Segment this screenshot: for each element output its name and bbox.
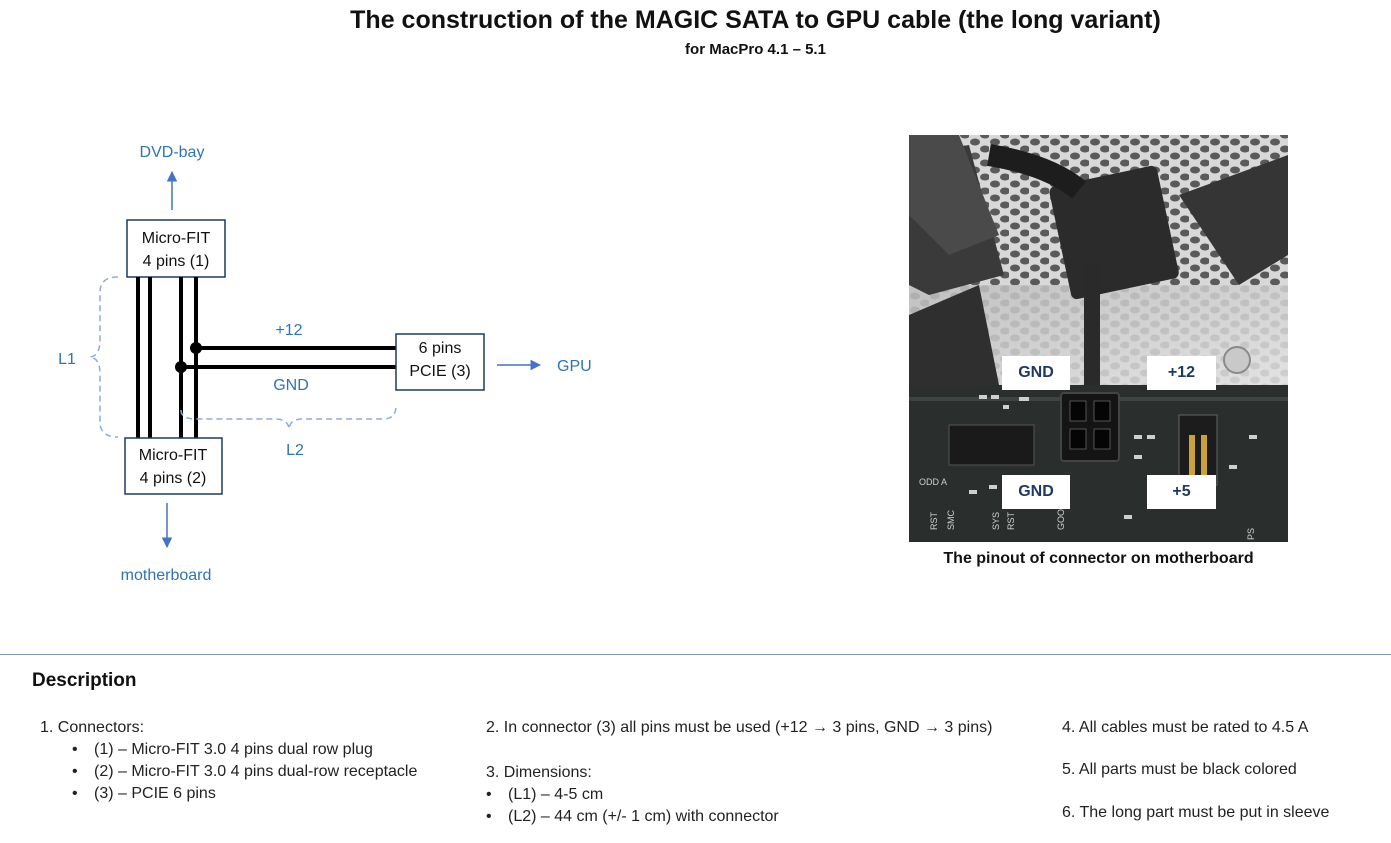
silk-rst-2: RST bbox=[1006, 511, 1016, 530]
l2-label: L2 bbox=[286, 442, 304, 459]
silk-odd-a: ODD A bbox=[919, 477, 947, 487]
silk-ps: PS bbox=[1246, 528, 1256, 540]
motherboard-label: motherboard bbox=[121, 567, 212, 584]
description-heading: Description bbox=[32, 670, 137, 691]
section-divider bbox=[0, 654, 1391, 655]
connector-1-line1: Micro-FIT bbox=[142, 230, 211, 247]
cable-diagram: DVD-bay Micro-FIT 4 pins (1) +12 GND 6 p… bbox=[58, 144, 592, 584]
connector-2-box bbox=[124, 437, 223, 495]
list-item: • (1) – Micro-FIT 3.0 4 pins dual row plu… bbox=[72, 741, 373, 758]
connector-1-line2: 4 pins (1) bbox=[143, 253, 210, 270]
junction-plus12 bbox=[190, 342, 202, 354]
motherboard-connector-photo: ODD A SMC RST SYS RST GOOD PS GND +12 GN… bbox=[909, 135, 1288, 542]
photo-illustration: ODD A SMC RST SYS RST GOOD PS bbox=[909, 135, 1288, 542]
connector-1-box bbox=[126, 219, 226, 278]
l1-label: L1 bbox=[58, 351, 76, 368]
silk-sys: SYS bbox=[991, 512, 1001, 530]
description-col-1: 1. Connectors: • (1) – Micro-FIT 3.0 4 pi… bbox=[40, 717, 417, 805]
description-col-3: 4. All cables must be rated to 4.5 A 5. … bbox=[1062, 717, 1329, 824]
list-item: • (L1) – 4-5 cm bbox=[486, 786, 604, 803]
junction-gnd bbox=[175, 361, 187, 373]
horizontal-wires bbox=[181, 346, 396, 369]
connector-list: • (1) – Micro-FIT 3.0 4 pins dual row plu… bbox=[72, 739, 417, 805]
silk-smc: SMC bbox=[946, 510, 956, 531]
connector-3-box bbox=[395, 333, 485, 391]
dvd-bay-label: DVD-bay bbox=[140, 144, 205, 161]
list-item: • (L2) – 44 cm (+/- 1 cm) with connector bbox=[486, 808, 779, 825]
vertical-wires bbox=[136, 277, 198, 438]
gnd-wire-label: GND bbox=[273, 377, 309, 394]
description-item-4: 4. All cables must be rated to 4.5 A bbox=[1062, 719, 1309, 736]
connector-2-line2: 4 pins (2) bbox=[140, 470, 207, 487]
page-subtitle: for MacPro 4.1 – 5.1 bbox=[685, 41, 826, 58]
connector-3-line1: 6 pins bbox=[419, 340, 462, 357]
description-item-5: 5. All parts must be black colored bbox=[1062, 761, 1297, 778]
silk-good: GOOD bbox=[1056, 502, 1066, 530]
page-title: The construction of the MAGIC SATA to GP… bbox=[350, 6, 1161, 34]
photo-caption: The pinout of connector on motherboard bbox=[943, 550, 1254, 567]
description-item-2: 2. In connector (3) all pins must be use… bbox=[486, 719, 993, 736]
list-item: • (2) – Micro-FIT 3.0 4 pins dual-row rec… bbox=[72, 763, 418, 780]
pin-label-plus12: +12 bbox=[1147, 356, 1216, 390]
connector-3-line2: PCIE (3) bbox=[409, 363, 470, 380]
l2-brace bbox=[180, 405, 397, 430]
list-item: • (3) – PCIE 6 pins bbox=[72, 785, 216, 802]
plus12-wire-label: +12 bbox=[275, 322, 302, 339]
pin-label-gnd-top: GND bbox=[1002, 356, 1070, 390]
silk-rst: RST bbox=[929, 511, 939, 530]
dimension-list: • (L1) – 4-5 cm • (L2) – 44 cm (+/- 1 cm) … bbox=[486, 784, 992, 828]
pin-label-plus5: +5 bbox=[1147, 475, 1216, 509]
gpu-label: GPU bbox=[557, 358, 592, 375]
description-col-2: 2. In connector (3) all pins must be use… bbox=[486, 717, 992, 828]
l1-brace bbox=[89, 276, 119, 438]
connector-2-line1: Micro-FIT bbox=[139, 447, 208, 464]
pin-label-gnd-bottom: GND bbox=[1002, 475, 1070, 509]
description-item-3: 3. Dimensions: bbox=[486, 764, 592, 781]
description-item-6: 6. The long part must be put in sleeve bbox=[1062, 804, 1330, 821]
description-item-1: 1. Connectors: bbox=[40, 719, 145, 736]
